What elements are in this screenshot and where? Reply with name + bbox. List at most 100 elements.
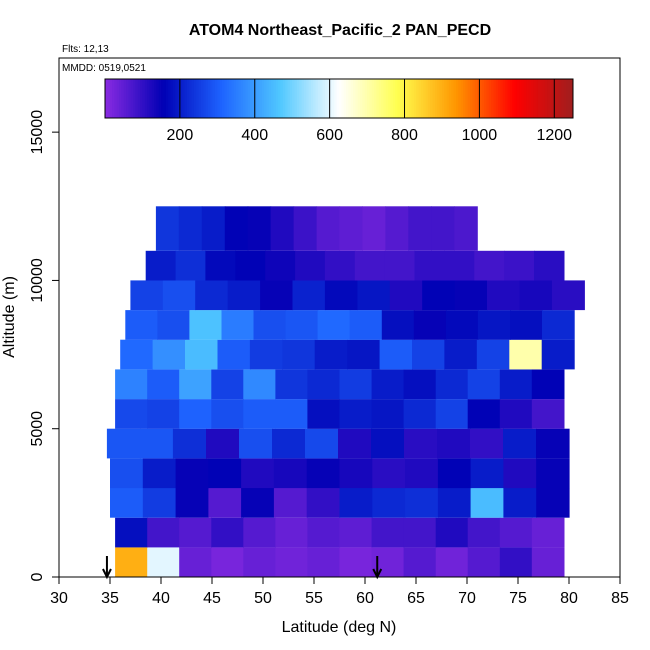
colorbar-swatch [376, 79, 380, 118]
colorbar-swatch [554, 79, 558, 118]
heat-cell [275, 369, 309, 400]
colorbar-swatch [460, 79, 464, 118]
colorbar-swatch [411, 79, 415, 118]
x-tick-label: 40 [152, 590, 170, 607]
heat-cell [470, 488, 504, 518]
colorbar-swatch [360, 79, 363, 118]
colorbar-swatch [137, 79, 141, 118]
x-tick-label: 75 [509, 590, 527, 607]
heat-cell [362, 206, 386, 251]
heat-cell [470, 428, 504, 459]
colorbar-swatch [451, 79, 455, 118]
colorbar-swatch [205, 79, 209, 118]
heat-cell [379, 339, 413, 370]
colorbar-swatch [481, 79, 485, 118]
colorbar-swatch [327, 79, 331, 118]
heat-cell [175, 250, 207, 281]
colorbar-swatch [296, 79, 300, 118]
heat-cell [445, 310, 479, 340]
heat-cell [201, 206, 226, 251]
heat-cell [275, 547, 309, 577]
colorbar-swatch [406, 79, 410, 118]
heat-cell [115, 369, 148, 400]
colorbar-swatch [392, 79, 396, 118]
heat-cell [307, 517, 341, 548]
colorbar-swatch [133, 79, 136, 118]
x-tick-label: 50 [254, 590, 272, 607]
colorbar-swatch [184, 79, 188, 118]
colorbar-swatch [231, 79, 235, 118]
colorbar-swatch [453, 79, 457, 118]
y-tick-label: 0 [29, 572, 46, 581]
colorbar-swatch [219, 79, 223, 118]
y-tick-label: 5000 [29, 411, 46, 447]
colorbar-swatch [250, 79, 253, 118]
colorbar-swatch [161, 79, 164, 118]
x-axis: 30 35 40 45 50 55 60 65 70 75 80 85 [50, 577, 629, 607]
heat-cell [389, 280, 423, 311]
heat-cell [208, 488, 242, 518]
colorbar-swatch [500, 79, 504, 118]
heat-cell [403, 399, 437, 429]
colorbar-swatch [313, 79, 317, 118]
heat-cell [357, 280, 391, 311]
colorbar-swatch [378, 79, 382, 118]
heat-cell [324, 280, 358, 311]
colorbar-swatch [519, 79, 523, 118]
heat-cell [179, 547, 212, 577]
colorbar-swatch [533, 79, 537, 118]
heat-cell [437, 488, 472, 518]
colorbar-swatch [381, 79, 384, 118]
y-tick-label: 10000 [29, 258, 46, 303]
colorbar-swatch [355, 79, 359, 118]
heat-cell [139, 428, 174, 459]
colorbar-swatch [353, 79, 356, 118]
heat-cell [444, 339, 478, 370]
heat-cell [405, 458, 439, 489]
colorbar-swatch [348, 79, 352, 118]
colorbar-swatch [502, 79, 506, 118]
colorbar-swatch [535, 79, 539, 118]
flights-label: Flts: 12,13 [62, 44, 109, 55]
heat-cell [408, 206, 432, 251]
heat-cell [195, 280, 229, 311]
colorbar-swatch [367, 79, 370, 118]
heat-cell [147, 399, 180, 429]
heat-cell [272, 428, 306, 459]
heat-cell [339, 488, 373, 518]
colorbar-swatch [336, 79, 340, 118]
colorbar-swatch [105, 79, 108, 118]
colorbar-swatch [493, 79, 497, 118]
colorbar-swatch [439, 79, 443, 118]
heat-cell [437, 428, 471, 459]
heat-cell [273, 488, 308, 518]
colorbar-swatch [119, 79, 122, 118]
colorbar-swatch [472, 79, 476, 118]
heat-cell [285, 310, 319, 340]
heat-cell [467, 369, 501, 400]
colorbar-swatch [165, 79, 169, 118]
colorbar-tick-label: 1200 [536, 127, 572, 144]
colorbar-swatch [163, 79, 167, 118]
heat-cell [142, 488, 177, 518]
heat-cell [437, 458, 472, 489]
colorbar-swatch [540, 79, 544, 118]
colorbar-swatch [245, 79, 249, 118]
colorbar-swatch [448, 79, 452, 118]
colorbar-swatch [516, 79, 520, 118]
colorbar-swatch [341, 79, 345, 118]
heat-cell [227, 280, 261, 311]
plot-frame [58, 57, 621, 578]
colorbar-swatch [128, 79, 132, 118]
heat-cell [157, 310, 191, 340]
colorbar-tick-label: 600 [316, 127, 343, 144]
colorbar-swatch [537, 79, 541, 118]
colorbar-swatch [186, 79, 190, 118]
x-tick-label: 35 [101, 590, 119, 607]
heat-cell [477, 310, 511, 340]
colorbar-swatch [416, 79, 420, 118]
colorbar-swatch [130, 79, 134, 118]
heat-cell [531, 547, 565, 577]
colorbar-swatch [287, 79, 291, 118]
colorbar-swatch [322, 79, 326, 118]
